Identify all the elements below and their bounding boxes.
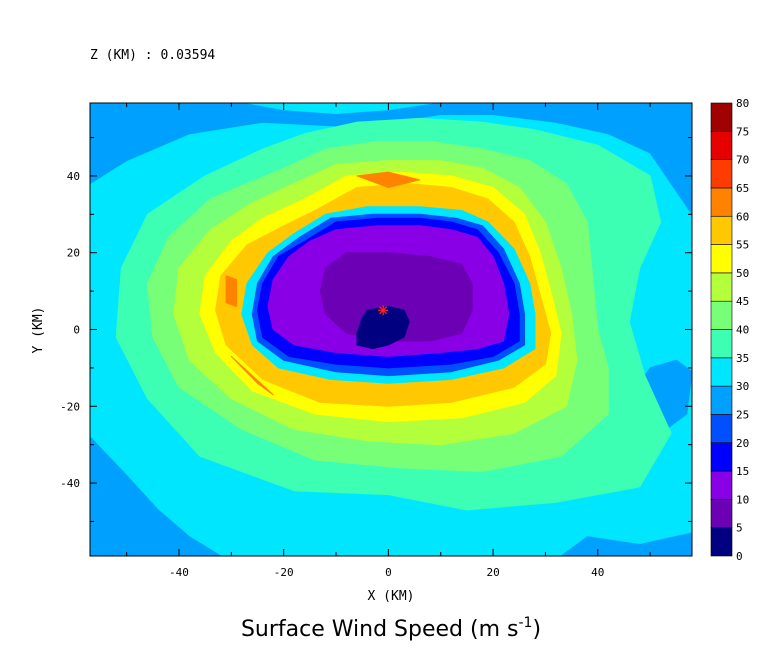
colorbar-swatch	[710, 385, 733, 415]
storm-center-marker	[378, 305, 389, 316]
colorbar-swatch	[710, 527, 733, 557]
colorbar-label: 50	[736, 267, 749, 280]
y-tick-label: -40	[60, 477, 80, 490]
center-marker-stroke	[379, 306, 388, 315]
x-tick-label: 0	[385, 566, 392, 579]
chart-title: Surface Wind Speed (m s-1)	[241, 615, 541, 642]
colorbar-label: 60	[736, 210, 749, 223]
contour-region-10	[225, 275, 238, 307]
y-tick-label: 20	[67, 247, 80, 260]
colorbar-swatch	[710, 357, 733, 387]
y-tick-label: 0	[73, 324, 80, 337]
colorbar-swatch	[710, 244, 733, 274]
colorbar-label: 70	[736, 154, 749, 167]
colorbar-label: 35	[736, 352, 749, 365]
colorbar-label: 30	[736, 380, 749, 393]
colorbar: 0 5 10 15 20 25 30 35 40 45 50 55 60 65 70 75 80	[710, 97, 749, 563]
colorbar-label: 15	[736, 465, 749, 478]
colorbar-label: 45	[736, 295, 749, 308]
colorbar-label: 5	[736, 522, 743, 535]
y-axis-label: Y (KM)	[31, 307, 46, 354]
colorbar-swatch	[710, 414, 733, 444]
colorbar-swatch	[710, 499, 733, 528]
colorbar-swatch	[710, 329, 733, 359]
x-tick-label: -40	[169, 566, 189, 579]
contour-region-18	[356, 306, 410, 350]
colorbar-label: 55	[736, 239, 749, 252]
colorbar-label: 40	[736, 324, 749, 337]
y-tick-label: 40	[67, 170, 80, 183]
colorbar-swatch	[710, 187, 733, 217]
contour-region-17	[319, 252, 473, 342]
x-tick-label: -20	[274, 566, 294, 579]
x-axis-label: X (KM)	[368, 589, 415, 604]
contour-region-2	[560, 532, 692, 556]
level-label: Z (KM) : 0.03594	[90, 48, 215, 63]
colorbar-label: 0	[736, 550, 743, 563]
colorbar-label: 80	[736, 97, 749, 110]
colorbar-swatch	[710, 131, 733, 160]
colorbar-swatch	[710, 102, 733, 132]
colorbar-swatch	[710, 272, 733, 302]
colorbar-label: 20	[736, 437, 749, 450]
contour-fill-layer	[90, 103, 692, 556]
colorbar-swatch	[710, 215, 733, 245]
contour-region-9	[356, 171, 421, 188]
colorbar-swatch	[710, 470, 733, 500]
colorbar-swatch	[710, 159, 733, 189]
x-tick-label: 40	[591, 566, 604, 579]
axis-ticks: -40 -20 0 20 40 -40 -20 0 20 40	[60, 103, 692, 579]
colorbar-label: 75	[736, 125, 749, 138]
colorbar-label: 65	[736, 182, 749, 195]
x-tick-label: 20	[486, 566, 499, 579]
plot-area: -40 -20 0 20 40 -40 -20 0 20 40	[60, 102, 693, 579]
colorbar-swatch	[710, 300, 733, 330]
y-tick-label: -20	[60, 400, 80, 413]
contour-region-1	[90, 436, 222, 556]
colorbar-label: 10	[736, 493, 749, 506]
colorbar-label: 25	[736, 408, 749, 421]
contour-region-0	[90, 103, 692, 215]
colorbar-swatch	[710, 442, 733, 472]
contour-region-11	[230, 355, 274, 396]
